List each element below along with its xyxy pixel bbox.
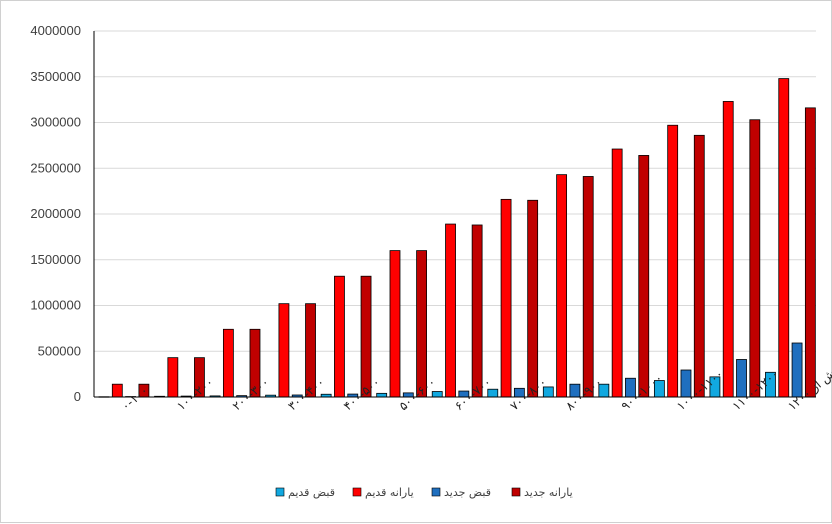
bar-4-12 <box>749 119 761 398</box>
bar-4-13 <box>804 107 816 398</box>
legend-label: قبض قدیم <box>288 486 335 499</box>
bar-4-6 <box>416 250 427 398</box>
axes <box>93 31 816 398</box>
y-tick-label: 2000000 <box>30 206 81 221</box>
bar-2-12 <box>722 101 734 398</box>
bar-1-7 <box>431 391 443 398</box>
bar-1-8 <box>487 388 499 398</box>
bar-4-8 <box>527 199 539 398</box>
bars <box>98 78 816 398</box>
bar-4-9 <box>582 176 594 398</box>
bar-2-4 <box>278 303 290 398</box>
bar-2-13 <box>778 78 790 398</box>
bar-2-3 <box>222 328 234 398</box>
y-tick-label: 3000000 <box>30 115 81 130</box>
y-tick-label: 2500000 <box>30 160 81 175</box>
bar-2-2 <box>167 357 179 398</box>
bar-2-9 <box>556 174 568 398</box>
bar-4-10 <box>638 155 650 398</box>
bar-2-1 <box>111 383 123 398</box>
legend-label: یارانه جدید <box>524 486 573 499</box>
bar-2-8 <box>500 198 512 398</box>
y-tick-label: 1500000 <box>30 252 81 267</box>
bar-2-11 <box>667 124 679 398</box>
legend-swatch <box>511 487 521 497</box>
legend-label: قبض جدید <box>444 486 491 499</box>
legend-label: یارانه قدیم <box>365 486 414 499</box>
bar-4-11 <box>693 134 705 398</box>
y-tick-label: 3500000 <box>30 69 81 84</box>
legend-swatch <box>431 487 441 497</box>
legend-swatch <box>352 487 362 497</box>
bar-2-6 <box>389 250 401 398</box>
bar-2-10 <box>611 148 623 398</box>
y-tick-label: 500000 <box>38 343 81 358</box>
y-tick-label: 0 <box>74 389 81 404</box>
bar-2-5 <box>334 275 345 398</box>
y-axis-ticks: 0 500000 1000000 1500000 2000000 2500000 30000… <box>30 23 81 404</box>
legend-swatch <box>275 487 285 497</box>
bar-1-6 <box>376 392 388 398</box>
y-tick-label: 4000000 <box>30 23 81 38</box>
bar-4-7 <box>471 224 483 398</box>
y-tick-label: 1000000 <box>30 298 81 313</box>
bar-2-7 <box>445 223 456 398</box>
legend: قبض قدیم یارانه قدیم قبض جدید یارانه جدید <box>275 486 573 499</box>
